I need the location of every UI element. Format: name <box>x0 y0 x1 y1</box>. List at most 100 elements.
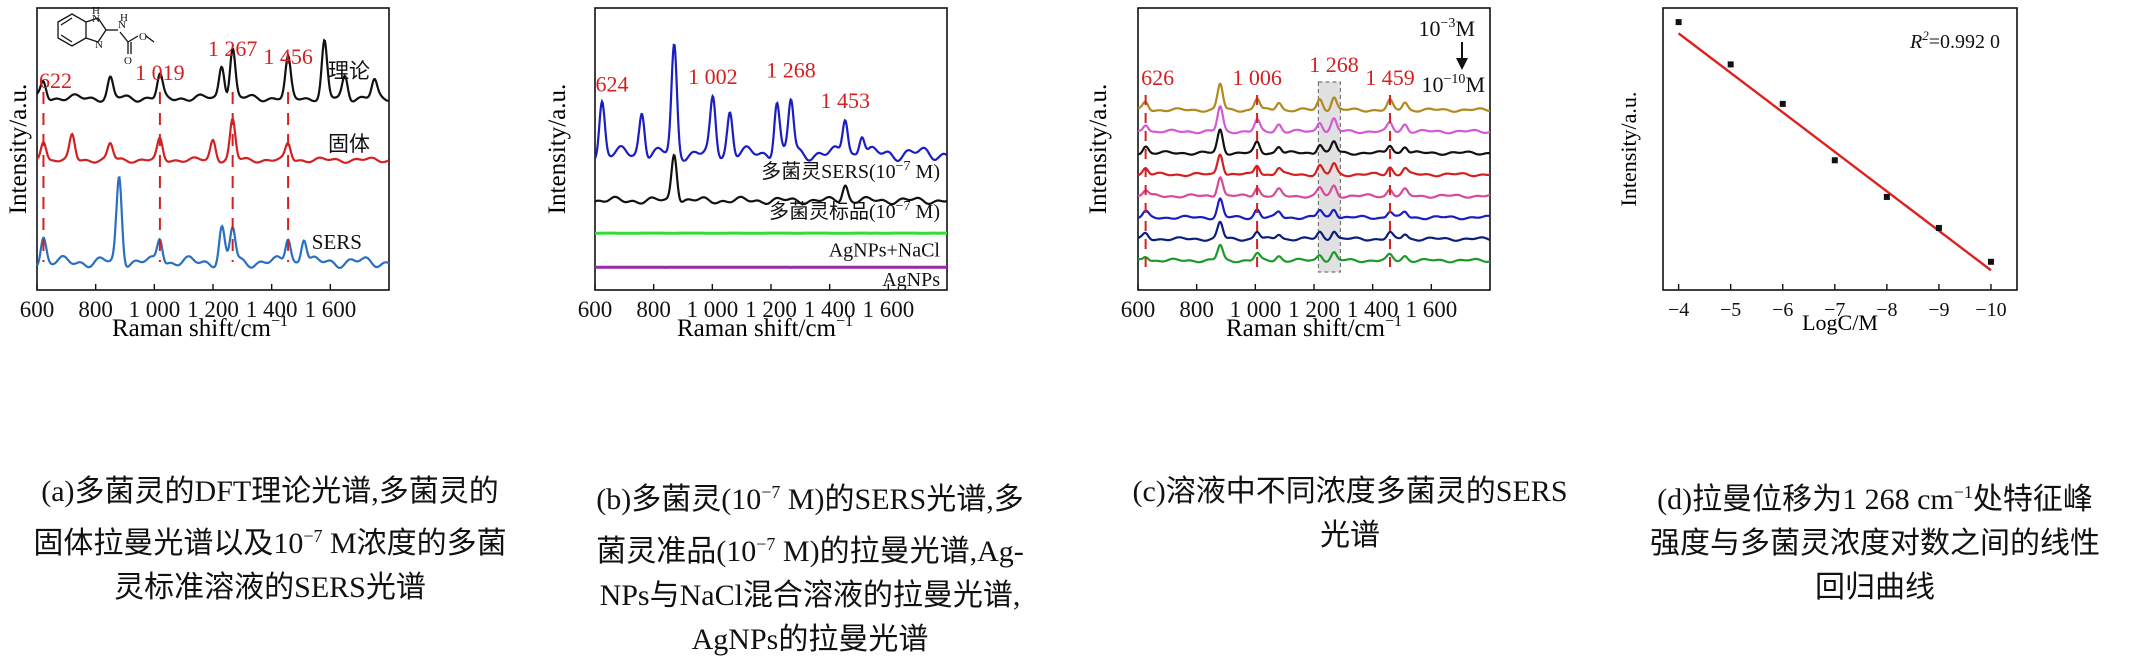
svg-text:N: N <box>95 39 103 51</box>
x-axis-title: Raman shift/cm−1 <box>112 313 288 342</box>
peak-label: 1 002 <box>688 64 738 89</box>
data-point <box>1884 194 1890 200</box>
caption-line: 菌灵准品(10−7 M)的拉曼光谱,Ag- <box>540 522 1080 574</box>
peak-label: 1 268 <box>766 58 816 83</box>
caption-superscript: −7 <box>761 482 780 502</box>
caption-d: (d)拉曼位移为1 268 cm−1处特征峰强度与多菌灵浓度对数之间的线性回归曲… <box>1620 470 2130 610</box>
concentration-bottom-label: 10−10M <box>1422 72 1485 97</box>
caption-text: (d)拉曼位移为1 268 cm <box>1657 483 1954 516</box>
caption-text: 固体拉曼光谱以及10 <box>33 527 303 560</box>
peak-label: 1 268 <box>1309 52 1359 77</box>
peak-label: 1 019 <box>135 60 185 85</box>
caption-line: NPs与NaCl混合溶液的拉曼光谱, <box>540 574 1080 618</box>
data-point <box>1988 259 1994 265</box>
y-axis-title: Intensity/a.u. <box>1620 92 1641 207</box>
caption-line: (b)多菌灵(10−7 M)的SERS光谱,多 <box>540 470 1080 522</box>
peak-label: 1 006 <box>1232 65 1282 90</box>
x-tick-label: 1 600 <box>304 297 356 322</box>
y-axis-title: Intensity/a.u. <box>1085 84 1112 215</box>
data-point <box>1780 101 1786 107</box>
caption-line: (a)多菌灵的DFT理论光谱,多菌灵的 <box>0 470 540 514</box>
caption-line: 固体拉曼光谱以及10−7 M浓度的多菌 <box>0 514 540 566</box>
series-label: 多菌灵SERS(10−7 M) <box>761 159 940 183</box>
caption-text: 光谱 <box>1320 519 1380 552</box>
x-tick-label: −9 <box>1928 299 1949 321</box>
caption-text: AgNPs的拉曼光谱 <box>692 623 929 656</box>
caption-a: (a)多菌灵的DFT理论光谱,多菌灵的固体拉曼光谱以及10−7 M浓度的多菌灵标… <box>0 470 540 610</box>
concentration-sup: −10 <box>1444 72 1466 87</box>
series-label-sup: −7 <box>896 199 911 214</box>
series-line-8 <box>1138 245 1490 262</box>
caption-superscript: −1 <box>1954 482 1973 502</box>
plot-frame <box>1138 8 1490 290</box>
x-axis-title-text: Raman shift/cm <box>1226 315 1386 342</box>
peak-label: 626 <box>1141 65 1174 90</box>
x-tick-label: 1 600 <box>862 297 914 322</box>
caption-text: 强度与多菌灵浓度对数之间的线性 <box>1650 527 2100 560</box>
regression-line <box>1679 33 1991 270</box>
svg-text:N: N <box>92 13 100 25</box>
y-axis-title: Intensity/a.u. <box>544 84 571 215</box>
series-label: AgNPs <box>882 269 940 291</box>
caption-text: M)的拉曼光谱,Ag- <box>775 535 1023 568</box>
r-squared-label: R2=0.992 0 <box>1909 28 2000 53</box>
x-axis-title: LogC/M <box>1802 310 1878 335</box>
caption-text: (b)多菌灵(10 <box>596 483 761 516</box>
caption-line: 强度与多菌灵浓度对数之间的线性 <box>1620 522 2130 566</box>
x-tick-label: −10 <box>1975 299 2006 321</box>
x-tick-label: −5 <box>1720 299 1741 321</box>
r-squared-symbol: R <box>1909 31 1922 53</box>
x-axis-title-text: Raman shift/cm <box>112 315 272 342</box>
data-point <box>1676 19 1682 25</box>
series-line-6 <box>1138 199 1490 220</box>
svg-text:O: O <box>124 55 132 67</box>
x-tick-label: −4 <box>1668 299 1689 321</box>
caption-text: NPs与NaCl混合溶液的拉曼光谱, <box>600 579 1021 612</box>
series-line-4 <box>1138 155 1490 177</box>
caption-c: (c)溶液中不同浓度多菌灵的SERS 光谱 <box>1080 470 1620 558</box>
caption-text: 灵标准溶液的SERS光谱 <box>114 571 426 604</box>
peak-label: 1 456 <box>263 44 313 69</box>
x-tick-label: 600 <box>1121 297 1156 322</box>
caption-text: 处特征峰 <box>1973 483 2093 516</box>
caption-text: 菌灵准品(10 <box>596 535 756 568</box>
caption-line: 光谱 <box>1080 514 1620 558</box>
caption-text: (c)溶液中不同浓度多菌灵的SERS <box>1133 475 1568 508</box>
series-label-text: 多菌灵标品(10 <box>769 200 896 223</box>
peak-label: 622 <box>39 68 72 93</box>
series-label-text: AgNPs <box>882 269 940 291</box>
series-label: SERS <box>312 230 362 254</box>
caption-text: M)的SERS光谱,多 <box>780 483 1023 516</box>
concentration-unit: M <box>1465 72 1485 97</box>
series-line-7 <box>1138 222 1490 241</box>
caption-superscript: −7 <box>756 534 775 554</box>
data-point <box>1728 61 1734 67</box>
x-tick-label: 800 <box>636 297 671 322</box>
x-tick-label: 600 <box>578 297 613 322</box>
svg-text:O: O <box>139 31 147 43</box>
series-label: AgNPs+NaCl <box>829 240 941 262</box>
x-tick-label: 600 <box>20 297 55 322</box>
x-axis-title-sup: −1 <box>836 313 853 330</box>
series-line-5 <box>1138 177 1490 197</box>
peak-label: 1 267 <box>208 36 258 61</box>
x-tick-label: 1 600 <box>1405 297 1457 322</box>
concentration-base: 10 <box>1419 16 1441 41</box>
peak-label: 1 453 <box>820 88 870 113</box>
series-label: 多菌灵标品(10−7 M) <box>769 199 940 223</box>
concentration-base: 10 <box>1422 72 1444 97</box>
series-label: 理论 <box>328 59 370 83</box>
molecule-atom-letters: HN NH OO N <box>92 5 147 67</box>
x-tick-label: −8 <box>1876 299 1897 321</box>
x-axis-title-sup: −1 <box>271 313 288 330</box>
caption-line: (c)溶液中不同浓度多菌灵的SERS <box>1080 470 1620 514</box>
